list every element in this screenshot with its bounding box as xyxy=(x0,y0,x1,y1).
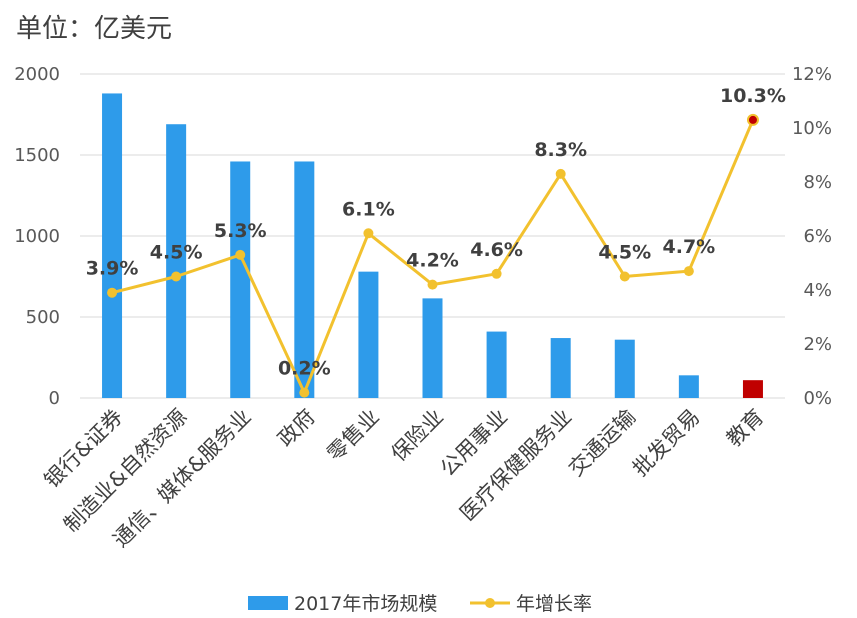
right-tick-label: 2% xyxy=(803,334,832,355)
left-tick-label: 0 xyxy=(49,388,60,409)
category-label: 交通运输 xyxy=(564,405,640,481)
data-label: 10.3% xyxy=(720,85,786,107)
data-label: 3.9% xyxy=(86,258,139,280)
right-tick-label: 4% xyxy=(803,280,832,301)
data-label: 4.2% xyxy=(406,250,459,272)
line-point xyxy=(491,268,502,279)
data-label: 6.1% xyxy=(342,198,395,220)
right-tick-label: 10% xyxy=(792,118,832,139)
legend: 2017年市场规模 年增长率 xyxy=(248,593,592,615)
right-tick-label: 12% xyxy=(792,64,832,85)
data-labels: 3.9% 4.5% 5.3% 0.2% 6.1% 4.2% 4.6% 8.3% 4.5% 4.7%… xyxy=(86,85,786,380)
line-point xyxy=(299,387,310,398)
right-tick-label: 6% xyxy=(803,226,832,247)
left-tick-label: 2000 xyxy=(14,64,60,85)
line-point xyxy=(107,287,118,298)
bar xyxy=(294,161,315,398)
line-point xyxy=(427,279,438,290)
bar xyxy=(742,380,763,398)
line-series xyxy=(107,113,759,398)
right-axis: 0% 2% 4% 6% 8% 10% 12% xyxy=(792,64,832,409)
left-tick-label: 1500 xyxy=(14,145,60,166)
right-tick-label: 8% xyxy=(803,172,832,193)
bar xyxy=(678,375,699,398)
category-label: 政府 xyxy=(273,405,320,452)
legend-bar-label: 2017年市场规模 xyxy=(294,593,437,615)
data-label: 0.2% xyxy=(278,358,331,380)
line-point xyxy=(746,113,759,126)
line-point xyxy=(235,249,246,260)
unit-label: 单位：亿美元 xyxy=(16,14,173,44)
category-label: 教育 xyxy=(722,405,769,452)
line-point xyxy=(555,168,566,179)
legend-line-marker xyxy=(485,598,495,608)
legend-bar-swatch xyxy=(248,596,288,610)
bar xyxy=(230,161,251,398)
line-point xyxy=(171,271,182,282)
bar xyxy=(422,298,443,398)
data-label: 4.5% xyxy=(150,242,203,264)
data-label: 4.5% xyxy=(598,242,651,264)
data-label: 5.3% xyxy=(214,220,267,242)
left-axis: 0 500 1000 1500 2000 xyxy=(14,64,60,409)
line-point xyxy=(683,266,694,277)
line-point xyxy=(363,228,374,239)
bar xyxy=(358,271,379,398)
bar-series xyxy=(102,93,763,398)
bar xyxy=(550,338,571,398)
left-tick-label: 500 xyxy=(26,307,60,328)
bar xyxy=(166,124,187,398)
category-label: 医疗保健服务业 xyxy=(455,405,576,526)
data-label: 4.6% xyxy=(470,239,523,261)
right-tick-label: 0% xyxy=(803,388,832,409)
category-label: 批发贸易 xyxy=(628,405,704,481)
legend-line-label: 年增长率 xyxy=(516,593,592,615)
category-label: 零售业 xyxy=(322,405,384,467)
data-label: 4.7% xyxy=(663,236,716,258)
line-point xyxy=(619,271,630,282)
bar xyxy=(486,331,507,398)
bar xyxy=(102,93,123,398)
bar xyxy=(614,339,635,398)
category-label: 保险业 xyxy=(387,405,449,467)
data-label: 8.3% xyxy=(534,139,587,161)
left-tick-label: 1000 xyxy=(14,226,60,247)
